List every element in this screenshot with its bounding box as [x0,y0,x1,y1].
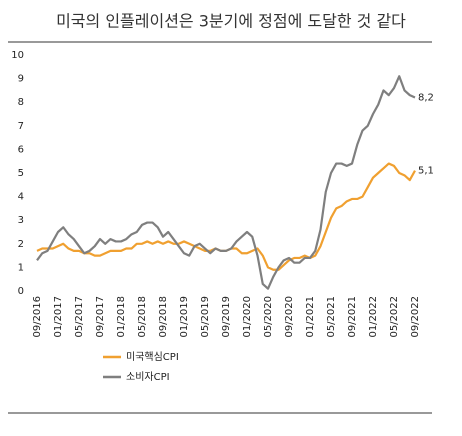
x-tick-label: 09/2019 [221,296,232,338]
y-tick-label: 10 [11,50,24,61]
y-tick-label: 0 [18,286,24,297]
y-tick-label: 6 [18,144,24,155]
x-tick-label: 05/2021 [326,296,337,338]
x-tick-label: 05/2017 [74,296,85,338]
x-tick-label: 09/2022 [410,296,421,338]
x-tick-label: 09/2016 [32,296,43,338]
x-tick-label: 01/2022 [368,296,379,338]
x-tick-label: 09/2020 [284,296,295,338]
x-tick-label: 01/2018 [116,296,127,338]
x-tick-label: 09/2021 [347,296,358,338]
x-tick-label: 09/2017 [95,296,106,338]
x-tick-label: 05/2018 [137,296,148,338]
x-tick-label: 01/2019 [179,296,190,338]
chart-title: 미국의 인플레이션은 3분기에 정점에 도달한 것 같다 [56,12,406,31]
y-tick-label: 8 [18,97,24,108]
legend-label: 소비자CPI [126,371,170,383]
x-tick-label: 09/2018 [158,296,169,338]
y-tick-label: 5 [18,168,24,179]
x-tick-label: 05/2019 [200,296,211,338]
x-tick-label: 05/2022 [389,296,400,338]
y-tick-label: 4 [18,192,24,203]
value-label: 5,1 [418,166,434,177]
y-tick-label: 9 [18,74,24,85]
x-tick-label: 01/2017 [53,296,64,338]
x-tick-label: 01/2021 [305,296,316,338]
x-tick-label: 05/2020 [263,296,274,338]
y-tick-label: 2 [18,239,24,250]
y-tick-label: 1 [18,262,24,273]
y-tick-label: 7 [18,121,24,132]
y-tick-label: 3 [18,215,24,226]
legend-label: 미국핵심CPI [126,351,179,363]
value-label: 8,2 [418,92,434,103]
series-line [36,75,416,290]
series-line [36,162,416,271]
x-tick-label: 01/2020 [242,296,253,338]
